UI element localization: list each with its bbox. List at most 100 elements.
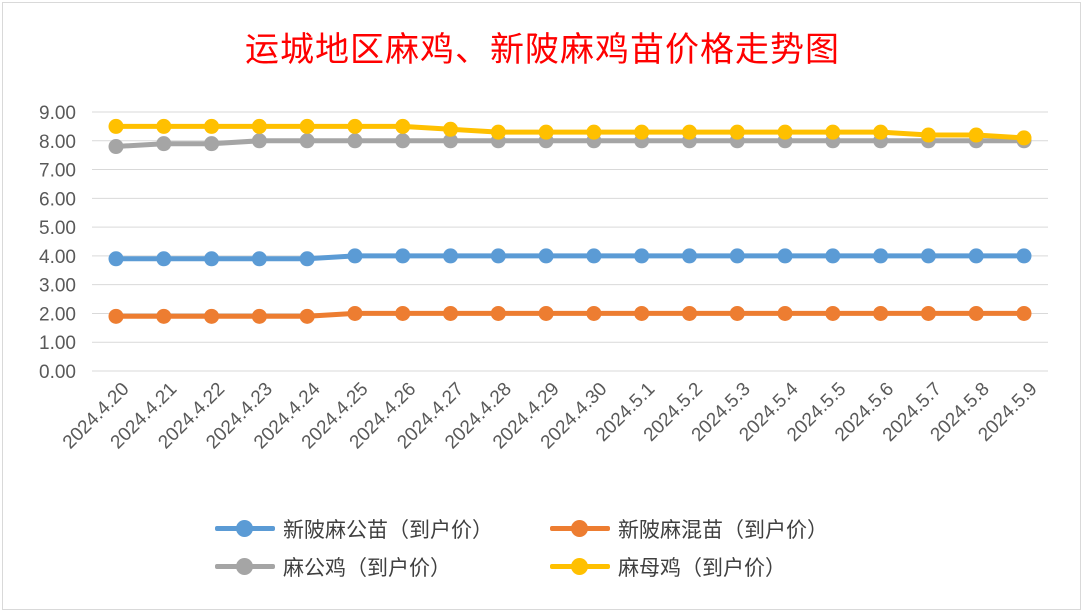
data-point (204, 308, 220, 324)
data-point (443, 248, 459, 264)
data-point (108, 118, 124, 134)
data-point (395, 248, 411, 264)
legend-label: 新陂麻公苗（到户价） (283, 518, 493, 542)
data-point (251, 133, 267, 149)
series-line (113, 138, 1027, 149)
y-axis-ticks: 0.00 1.00 2.00 3.00 4.00 5.00 6.00 7.00 8.00 9.00 (39, 103, 76, 383)
legend-label: 新陂麻混苗（到户价） (618, 518, 828, 542)
data-point (395, 133, 411, 149)
series-line (113, 253, 1027, 262)
data-point (490, 124, 506, 140)
grid-lines (92, 111, 1048, 372)
data-point (634, 124, 650, 140)
data-point (920, 127, 936, 143)
data-point (347, 248, 363, 264)
y-tick-label: 5.00 (39, 218, 76, 239)
legend-swatch (215, 512, 275, 546)
data-point (968, 305, 984, 321)
data-point (1016, 305, 1032, 321)
data-point (777, 305, 793, 321)
data-point (204, 251, 220, 267)
data-point (395, 305, 411, 321)
data-point (634, 248, 650, 264)
data-point (729, 248, 745, 264)
data-point (443, 133, 459, 149)
data-point (156, 136, 172, 152)
data-point (681, 124, 697, 140)
data-point (825, 305, 841, 321)
data-point (586, 305, 602, 321)
legend-item: 新陂麻公苗（到户价） (215, 512, 493, 546)
y-tick-label: 6.00 (39, 189, 76, 210)
data-point (586, 248, 602, 264)
data-point (251, 118, 267, 134)
data-point (156, 251, 172, 267)
legend-label: 麻母鸡（到户价） (618, 556, 786, 580)
series-lines (108, 118, 1032, 324)
legend-swatch (550, 550, 610, 584)
legend-item: 麻公鸡（到户价） (215, 550, 451, 584)
data-point (729, 124, 745, 140)
series-line (113, 310, 1027, 319)
data-point (873, 124, 889, 140)
data-point (825, 248, 841, 264)
legend-item: 新陂麻混苗（到户价） (550, 512, 828, 546)
data-point (586, 124, 602, 140)
data-point (251, 251, 267, 267)
data-point (777, 124, 793, 140)
data-point (873, 305, 889, 321)
series-3 (108, 118, 1032, 146)
data-point (347, 305, 363, 321)
data-point (443, 305, 459, 321)
data-point (108, 139, 124, 155)
data-point (920, 305, 936, 321)
data-point (108, 308, 124, 324)
data-point (538, 248, 554, 264)
data-point (681, 248, 697, 264)
data-point (490, 305, 506, 321)
data-point (873, 248, 889, 264)
data-point (443, 121, 459, 137)
legend-item: 麻母鸡（到户价） (550, 550, 786, 584)
data-point (108, 251, 124, 267)
legend-swatch (215, 550, 275, 584)
data-point (204, 136, 220, 152)
data-point (299, 133, 315, 149)
data-point (968, 248, 984, 264)
data-point (251, 308, 267, 324)
y-tick-label: 8.00 (39, 132, 76, 153)
data-point (681, 305, 697, 321)
data-point (204, 118, 220, 134)
data-point (156, 118, 172, 134)
data-point (299, 308, 315, 324)
y-tick-label: 0.00 (39, 362, 76, 383)
data-point (968, 127, 984, 143)
data-point (1016, 248, 1032, 264)
data-point (729, 305, 745, 321)
data-point (156, 308, 172, 324)
data-point (538, 305, 554, 321)
series-line (113, 123, 1027, 141)
chart-title: 运城地区麻鸡、新陂麻鸡苗价格走势图 (245, 30, 840, 70)
data-point (347, 133, 363, 149)
series-2 (108, 133, 1032, 155)
series-1 (108, 305, 1032, 324)
y-tick-label: 9.00 (39, 103, 76, 124)
legend-label: 麻公鸡（到户价） (283, 556, 451, 580)
data-point (490, 248, 506, 264)
legend-swatch (550, 512, 610, 546)
data-point (299, 251, 315, 267)
data-point (538, 124, 554, 140)
data-point (347, 118, 363, 134)
data-point (395, 118, 411, 134)
y-tick-label: 1.00 (39, 333, 76, 354)
data-point (1016, 130, 1032, 146)
data-point (920, 248, 936, 264)
data-point (825, 124, 841, 140)
x-axis-ticks: 2024.4.202024.4.212024.4.222024.4.232024… (59, 378, 1042, 453)
y-tick-label: 7.00 (39, 161, 76, 182)
y-tick-label: 4.00 (39, 247, 76, 268)
y-tick-label: 3.00 (39, 276, 76, 297)
